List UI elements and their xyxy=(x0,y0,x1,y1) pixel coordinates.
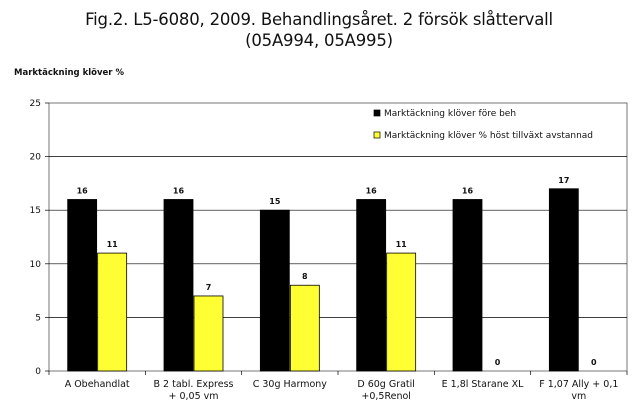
category-label: F 1,07 Ally + 0,1 xyxy=(539,379,618,390)
category-label: vm xyxy=(571,391,586,402)
bar-series2 xyxy=(289,284,320,372)
bar-series1 xyxy=(548,188,579,372)
category-label: C 30g Harmony xyxy=(253,379,328,390)
data-label: 11 xyxy=(396,240,408,249)
chart-title-line1: Fig.2. L5-6080, 2009. Behandlingsåret. 2… xyxy=(85,10,553,29)
bar-series1 xyxy=(452,199,483,372)
data-label: 8 xyxy=(302,272,308,281)
data-label: 17 xyxy=(558,176,569,185)
data-label: 7 xyxy=(206,283,212,292)
data-label: 16 xyxy=(462,186,474,195)
bar-series1 xyxy=(356,199,387,372)
category-label: B 2 tabl. Express xyxy=(154,379,234,390)
bar-series1 xyxy=(163,199,194,372)
category-label: + 0,05 vm xyxy=(168,391,218,402)
bar-series2 xyxy=(97,252,128,372)
bar-series2 xyxy=(193,295,224,372)
plot-frame xyxy=(48,102,628,372)
data-label: 0 xyxy=(591,358,597,367)
data-label: 15 xyxy=(269,197,281,206)
bar-series1 xyxy=(259,209,290,372)
chart-title-line2: (05A994, 05A995) xyxy=(245,31,393,50)
category-label: A Obehandlat xyxy=(65,379,130,390)
y-tick-label: 0 xyxy=(35,367,41,377)
y-tick-label: 10 xyxy=(30,260,42,270)
legend-entry: Marktäckning klöver före beh xyxy=(384,109,516,119)
y-tick-label: 15 xyxy=(30,206,41,216)
legend-entry: Marktäckning klöver % höst tillväxt avst… xyxy=(384,131,593,141)
data-label: 0 xyxy=(495,358,501,367)
category-label: E 1,8l Starane XL xyxy=(442,379,524,390)
legend-swatch xyxy=(373,131,381,139)
category-label: +0,5Renol xyxy=(361,391,411,402)
legend-swatch xyxy=(373,109,381,117)
bar-series1 xyxy=(67,199,98,372)
y-axis-label: Marktäckning klöver % xyxy=(14,68,124,78)
bar-series2 xyxy=(386,252,417,372)
y-tick-label: 25 xyxy=(30,99,41,109)
data-label: 16 xyxy=(366,186,378,195)
category-label: D 60g Gratil xyxy=(357,379,415,390)
data-label: 11 xyxy=(107,240,119,249)
y-tick-label: 20 xyxy=(30,153,42,163)
data-label: 16 xyxy=(77,186,89,195)
data-label: 16 xyxy=(173,186,185,195)
y-tick-label: 5 xyxy=(35,313,41,323)
